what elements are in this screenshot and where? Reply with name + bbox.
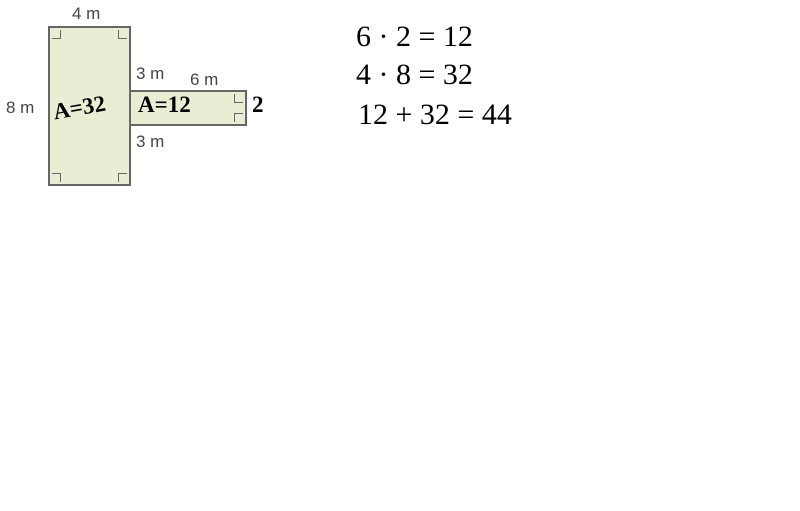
dim-arm-right-hand: 2: [252, 92, 264, 118]
calc-line-2: 4 · 8 = 32: [356, 58, 473, 92]
right-angle-icon: [118, 173, 127, 182]
right-angle-icon: [234, 94, 243, 103]
right-angle-icon: [52, 30, 61, 39]
dim-top: 4 m: [72, 4, 100, 24]
calc-line-1: 6 · 2 = 12: [356, 20, 473, 54]
right-angle-icon: [234, 113, 243, 122]
calc-line-3: 12 + 32 = 44: [358, 98, 512, 132]
area-note-arm: A=12: [138, 92, 191, 118]
dim-arm-above-right: 6 m: [190, 70, 218, 90]
dim-arm-below: 3 m: [136, 132, 164, 152]
geometry-worksheet: 4 m 8 m 3 m 6 m 3 m A=32 A=12 2 6 · 2 = …: [0, 0, 800, 511]
right-angle-icon: [118, 30, 127, 39]
right-angle-icon: [52, 173, 61, 182]
dim-arm-above-left: 3 m: [136, 64, 164, 84]
dim-left: 8 m: [6, 98, 34, 118]
